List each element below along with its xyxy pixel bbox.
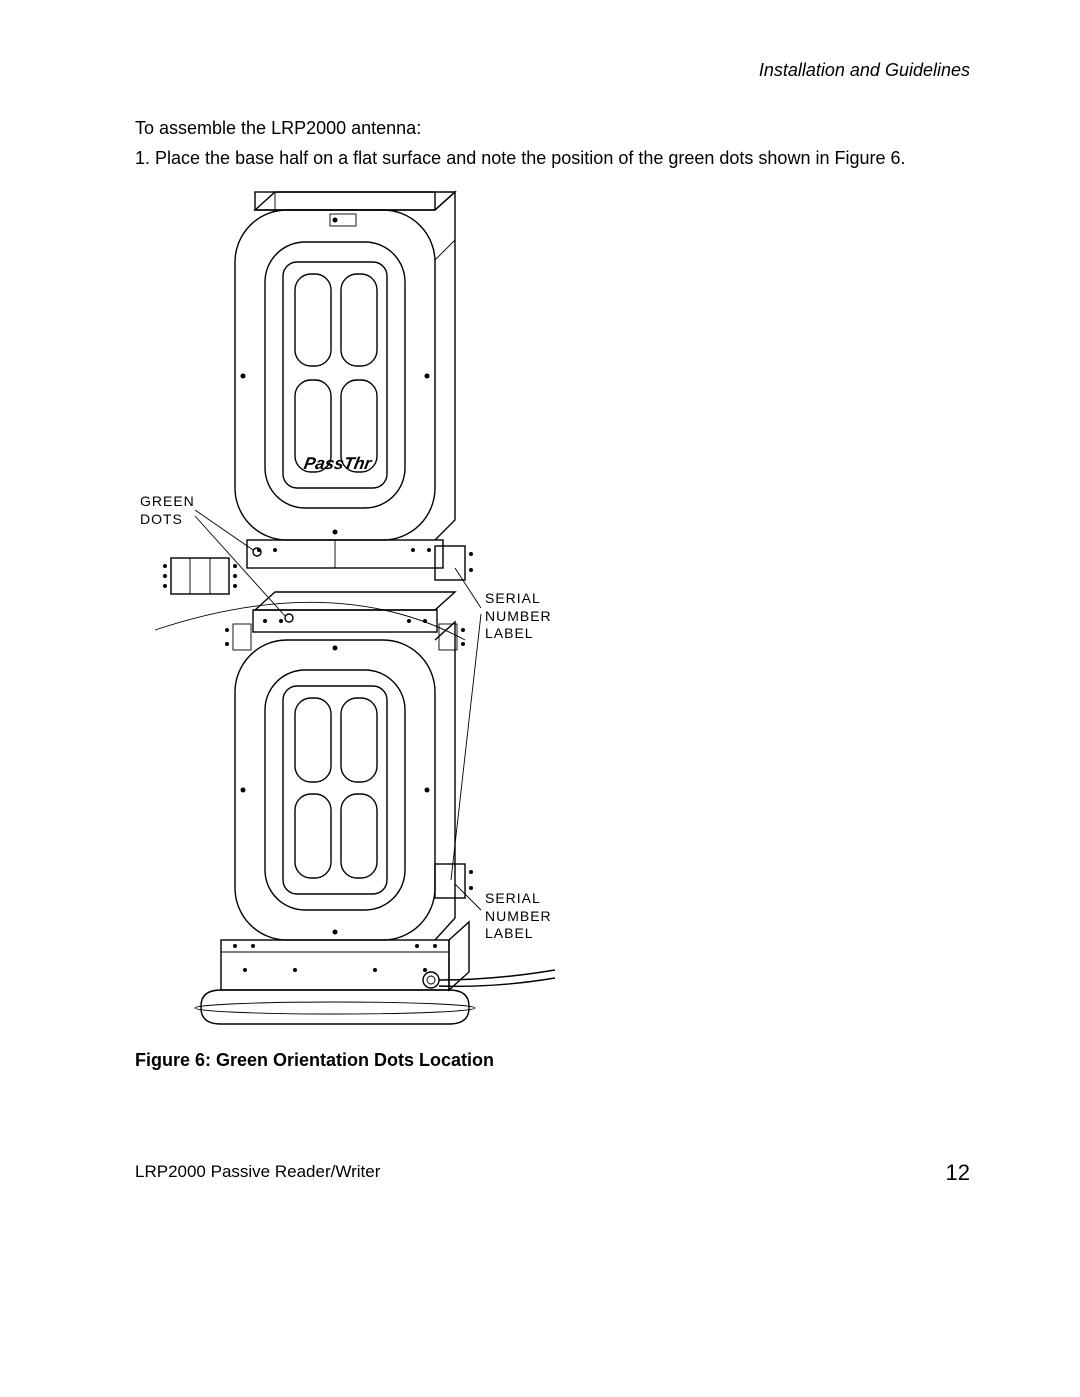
label-text: DOTS — [140, 511, 183, 527]
label-text: SERIAL — [485, 590, 541, 606]
page: Installation and Guidelines To assemble … — [0, 0, 1080, 1397]
label-text: LABEL — [485, 625, 534, 641]
label-text: SERIAL — [485, 890, 541, 906]
label-serial-number-2: SERIAL NUMBER LABEL — [485, 890, 552, 943]
label-green-dots: GREEN DOTS — [140, 493, 195, 528]
footer-doc-title: LRP2000 Passive Reader/Writer — [135, 1162, 380, 1182]
body-text: To assemble the LRP2000 antenna: 1. Plac… — [135, 115, 955, 173]
label-text: LABEL — [485, 925, 534, 941]
label-passthru: PassThr — [302, 454, 373, 474]
antenna-diagram-svg — [135, 170, 755, 1030]
label-serial-number-1: SERIAL NUMBER LABEL — [485, 590, 552, 643]
label-text: NUMBER — [485, 908, 552, 924]
label-text: GREEN — [140, 493, 195, 509]
section-header: Installation and Guidelines — [759, 60, 970, 81]
step-1: 1. Place the base half on a flat surface… — [135, 145, 955, 173]
label-text: NUMBER — [485, 608, 552, 624]
figure-6: GREEN DOTS SERIAL NUMBER LABEL SERIAL NU… — [135, 170, 755, 1030]
figure-caption: Figure 6: Green Orientation Dots Locatio… — [135, 1050, 494, 1071]
footer-page-number: 12 — [946, 1160, 970, 1186]
intro-line: To assemble the LRP2000 antenna: — [135, 115, 955, 143]
